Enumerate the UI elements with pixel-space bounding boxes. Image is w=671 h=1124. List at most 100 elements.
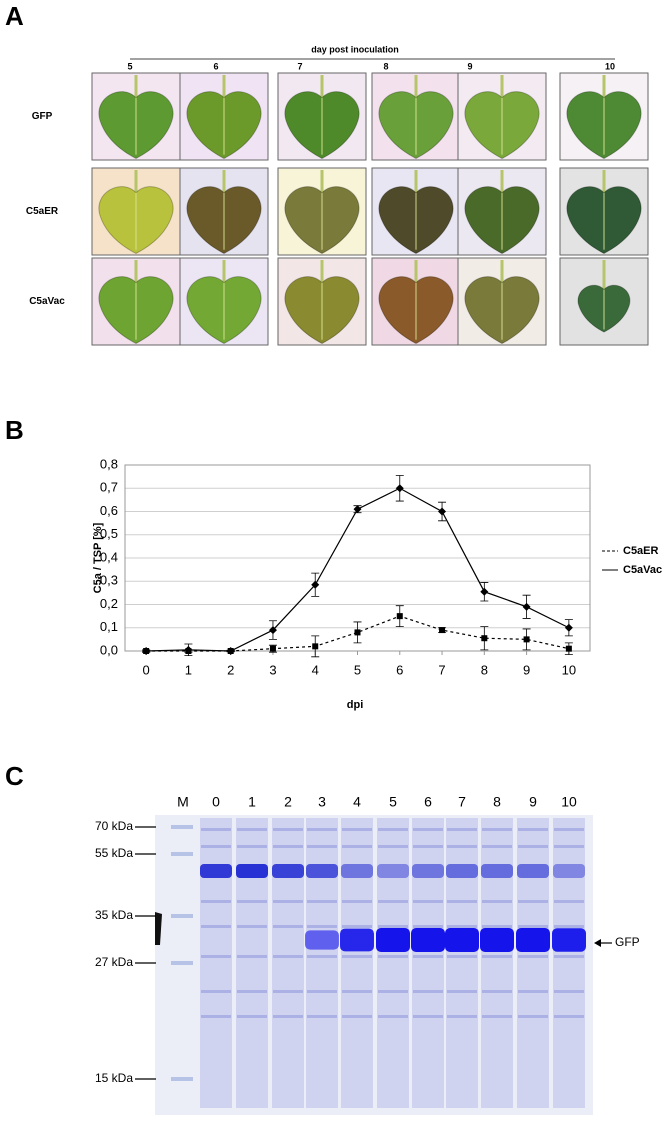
point — [184, 645, 193, 654]
lane-label: 6 — [424, 794, 432, 810]
faint-band — [342, 955, 372, 958]
column-label: 9 — [467, 61, 472, 71]
faint-band — [273, 990, 303, 993]
band — [236, 864, 268, 878]
x-tick-label: 3 — [269, 662, 276, 677]
lane-label: 8 — [493, 794, 501, 810]
row-label: C5aER — [26, 206, 59, 217]
faint-band — [447, 990, 477, 993]
faint-band — [201, 925, 231, 928]
panel-label: A — [5, 1, 24, 31]
lane-label: 5 — [389, 794, 397, 810]
faint-band — [273, 955, 303, 958]
point — [354, 629, 361, 636]
x-tick-label: 2 — [227, 662, 234, 677]
faint-band — [307, 845, 337, 848]
faint-band — [201, 1015, 231, 1018]
faint-band — [378, 900, 408, 903]
faint-band — [447, 828, 477, 831]
faint-band — [307, 925, 337, 928]
band — [341, 864, 373, 878]
marker-label: 35 kDa — [95, 908, 133, 922]
y-tick-label: 0,7 — [100, 480, 118, 495]
y-tick-label: 0,0 — [100, 642, 118, 657]
faint-band — [518, 900, 548, 903]
lane-smear — [272, 818, 304, 1108]
band — [340, 928, 374, 952]
lane-smear — [446, 818, 478, 1108]
lane-label: 0 — [212, 794, 220, 810]
lane-smear — [517, 818, 549, 1108]
faint-band — [342, 925, 372, 928]
faint-band — [482, 955, 512, 958]
faint-band — [342, 990, 372, 993]
marker-label: 70 kDa — [95, 819, 133, 833]
marker-band — [171, 961, 193, 965]
point — [353, 505, 362, 514]
point — [439, 627, 446, 634]
point — [565, 645, 572, 652]
point — [438, 507, 447, 516]
faint-band — [554, 1015, 584, 1018]
faint-band — [482, 990, 512, 993]
lane-smear — [306, 818, 338, 1108]
lane-smear — [553, 818, 585, 1108]
faint-band — [518, 925, 548, 928]
point — [480, 587, 489, 596]
point — [395, 484, 404, 493]
y-tick-label: 0,8 — [100, 456, 118, 471]
lane-label: 2 — [284, 794, 292, 810]
panel-label: C — [5, 761, 24, 791]
point — [396, 613, 403, 620]
faint-band — [378, 990, 408, 993]
x-tick-label: 10 — [562, 662, 576, 677]
marker-band — [171, 852, 193, 856]
column-label: 7 — [297, 61, 302, 71]
faint-band — [378, 845, 408, 848]
lane-label: M — [177, 794, 189, 810]
faint-band — [447, 1015, 477, 1018]
faint-band — [307, 900, 337, 903]
marker-label: 27 kDa — [95, 955, 133, 969]
faint-band — [482, 925, 512, 928]
x-tick-label: 9 — [523, 662, 530, 677]
band — [445, 928, 479, 952]
band — [272, 864, 304, 878]
faint-band — [413, 900, 443, 903]
point — [226, 647, 235, 655]
lane-label: 3 — [318, 794, 326, 810]
y-tick-label: 0,4 — [100, 549, 118, 564]
band — [446, 864, 478, 878]
faint-band — [378, 925, 408, 928]
faint-band — [554, 900, 584, 903]
faint-band — [237, 900, 267, 903]
x-tick-label: 0 — [143, 662, 150, 677]
band — [552, 928, 586, 952]
panel-label: B — [5, 415, 24, 445]
lane-label: 1 — [248, 794, 256, 810]
x-tick-label: 7 — [438, 662, 445, 677]
faint-band — [307, 955, 337, 958]
band-label: GFP — [615, 935, 640, 949]
arrow-head — [594, 939, 601, 947]
x-tick-label: 6 — [396, 662, 403, 677]
point — [481, 635, 488, 642]
point — [523, 636, 530, 643]
marker-label: 55 kDa — [95, 846, 133, 860]
faint-band — [518, 845, 548, 848]
series-line — [146, 615, 569, 652]
faint-band — [413, 955, 443, 958]
faint-band — [273, 828, 303, 831]
column-label: 5 — [127, 61, 132, 71]
faint-band — [518, 1015, 548, 1018]
lane-label: 9 — [529, 794, 537, 810]
faint-band — [307, 990, 337, 993]
point — [312, 643, 319, 650]
marker-band — [171, 1077, 193, 1081]
faint-band — [342, 828, 372, 831]
lane-smear — [412, 818, 444, 1108]
faint-band — [307, 828, 337, 831]
legend-label: C5aER — [623, 545, 659, 557]
faint-band — [237, 955, 267, 958]
x-tick-label: 4 — [312, 662, 319, 677]
